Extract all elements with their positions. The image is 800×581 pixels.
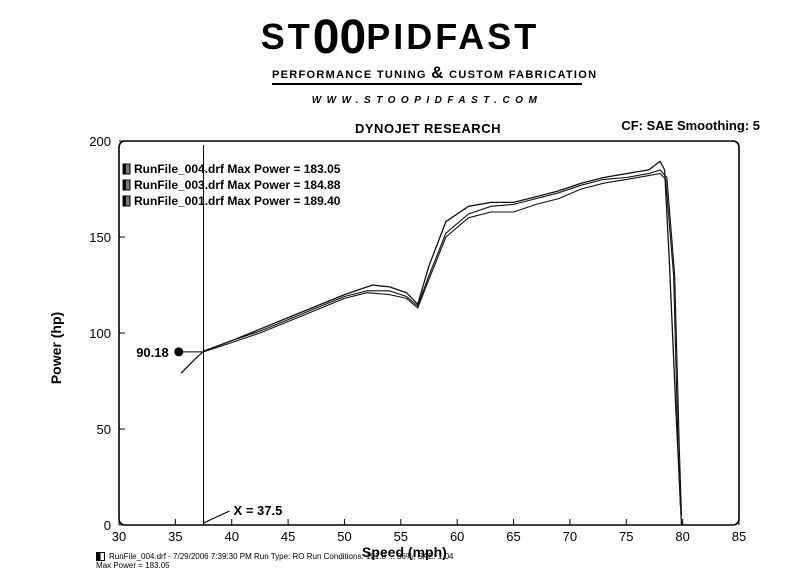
legend-swatch-mark — [123, 196, 126, 206]
x-tick-label: 40 — [224, 529, 238, 544]
legend-swatch-mark — [123, 180, 126, 190]
series-line — [203, 172, 681, 506]
footer-max-power: Max Power = 183.05 — [96, 561, 170, 571]
x-tick-label: 35 — [168, 529, 182, 544]
correction-info: CF: SAE Smoothing: 5 — [621, 118, 760, 133]
x-tick-label: 85 — [732, 529, 746, 544]
x-axis-label: Speed (mph) — [362, 544, 447, 560]
legend-label: RunFile_003.drf Max Power = 184.88 — [134, 178, 341, 192]
marker-dot — [174, 347, 184, 357]
run-footer: RunFile_004.drf - 7/29/2006 7:39:30 PM R… — [96, 552, 454, 570]
brand-name: ST00PIDFAST — [260, 11, 540, 64]
y-tick-label: 100 — [89, 326, 111, 341]
x-tick-label: 45 — [281, 529, 295, 544]
y-tick-label: 0 — [104, 518, 111, 533]
legend-label: RunFile_001.drf Max Power = 189.40 — [134, 194, 341, 208]
x-tick-label: 75 — [619, 529, 633, 544]
x-tick-label: 60 — [450, 529, 464, 544]
marker-label: 90.18 — [136, 345, 169, 360]
brand-logo: ST00PIDFAST — [0, 11, 800, 64]
series-line — [203, 169, 683, 516]
cursor-label: X = 37.5 — [234, 503, 283, 518]
y-tick-label: 150 — [89, 230, 111, 245]
brand-tagline: PERFORMANCE TUNING & CUSTOM FABRICATION — [272, 63, 598, 82]
legend-swatch-mark — [123, 164, 126, 174]
cursor-pointer — [203, 510, 230, 524]
x-tick-label: 55 — [394, 529, 408, 544]
footer-run-info: RunFile_004.drf - 7/29/2006 7:39:30 PM R… — [109, 552, 454, 561]
y-axis-label: Power (hp) — [48, 311, 64, 385]
brand-website: WWW.STOOPIDFAST.COM — [311, 95, 543, 106]
legend-label: RunFile_004.drf Max Power = 183.05 — [134, 162, 341, 176]
x-tick-label: 50 — [337, 529, 351, 544]
x-tick-label: 80 — [675, 529, 689, 544]
x-tick-label: 30 — [112, 529, 126, 544]
footer-swatch-icon — [96, 552, 105, 562]
brand-rule — [272, 83, 582, 85]
x-tick-label: 65 — [506, 529, 520, 544]
x-tick-label: 70 — [563, 529, 577, 544]
y-tick-label: 200 — [89, 134, 111, 149]
chart-title: DYNOJET RESEARCH — [355, 121, 501, 136]
series-line — [180, 160, 683, 526]
y-tick-label: 50 — [97, 422, 111, 437]
